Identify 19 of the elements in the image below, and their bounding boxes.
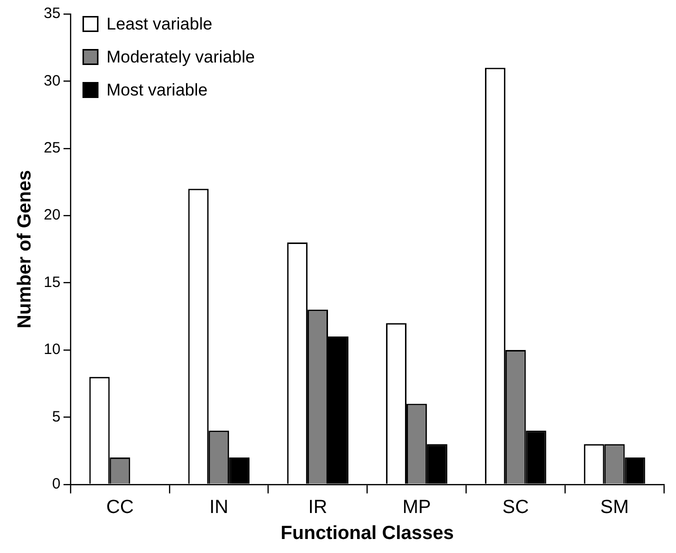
y-tick-label: 20 [44,206,60,224]
x-tick-label: IR [308,497,328,518]
y-tick-label: 35 [44,5,60,22]
x-tick-label: SC [502,497,529,518]
y-tick-label: 5 [52,408,60,426]
x-tick-label: CC [106,497,134,518]
x-axis-title: Functional Classes [280,522,454,544]
y-tick-label: 25 [44,140,60,157]
y-tick-label: 0 [52,476,60,493]
x-tick-label: MP [402,497,431,518]
y-tick-label: 30 [44,72,60,90]
x-tick-label: IN [209,497,228,518]
y-axis-title: Number of Genes [14,170,36,328]
legend-label: Least variable [106,14,212,34]
y-tick-label: 10 [44,341,60,358]
y-tick-label: 15 [44,274,60,291]
legend-label: Moderately variable [106,48,255,67]
legend-label: Most variable [106,80,208,100]
x-tick-label: SM [600,497,629,518]
